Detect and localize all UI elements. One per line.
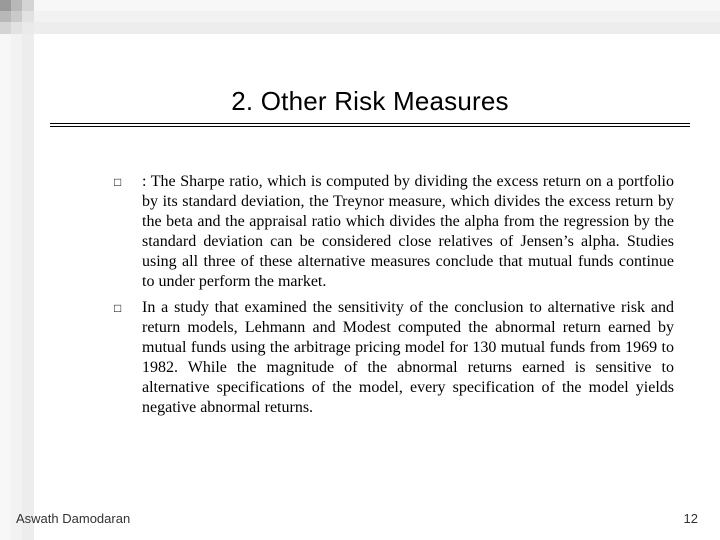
slide: 2. Other Risk Measures □ : The Sharpe ra… xyxy=(0,0,720,540)
bullet-marker-icon: □ xyxy=(114,298,128,418)
page-number: 12 xyxy=(684,511,698,526)
title-underline-1 xyxy=(50,123,690,124)
author-name: Aswath Damodaran xyxy=(16,511,130,526)
left-accent-bar xyxy=(0,0,34,540)
corner-accent xyxy=(0,0,34,34)
bullet-text: : The Sharpe ratio, which is computed by… xyxy=(142,172,674,292)
bullet-item: □ In a study that examined the sensitivi… xyxy=(114,298,674,418)
bullet-item: □ : The Sharpe ratio, which is computed … xyxy=(114,172,674,292)
title-container: 2. Other Risk Measures xyxy=(50,86,690,117)
slide-title: 2. Other Risk Measures xyxy=(50,86,690,117)
top-accent-bar xyxy=(0,0,720,34)
body-text: □ : The Sharpe ratio, which is computed … xyxy=(114,172,674,424)
bullet-marker-icon: □ xyxy=(114,172,128,292)
bullet-text: In a study that examined the sensitivity… xyxy=(142,298,674,418)
title-underline-2 xyxy=(50,126,690,127)
